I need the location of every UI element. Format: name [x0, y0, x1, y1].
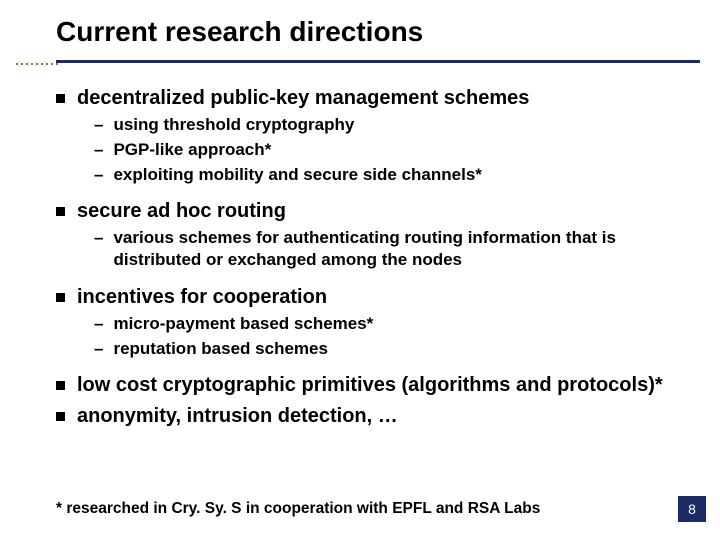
bullet-lvl1: incentives for cooperation [56, 285, 690, 310]
bullet-text: low cost cryptographic primitives (algor… [77, 373, 690, 398]
page-number-box: 8 [678, 496, 706, 522]
dash-icon: – [94, 164, 103, 186]
square-bullet-icon [56, 412, 65, 421]
bullet-lvl1: low cost cryptographic primitives (algor… [56, 373, 690, 398]
bullet-lvl1: anonymity, intrusion detection, … [56, 404, 690, 429]
bullet-lvl2: – micro-payment based schemes* [94, 313, 690, 335]
content-area: decentralized public-key management sche… [56, 80, 690, 429]
bullet-text: micro-payment based schemes* [113, 313, 690, 335]
bullet-lvl1: decentralized public-key management sche… [56, 86, 690, 111]
page-number: 8 [688, 501, 696, 517]
square-bullet-icon [56, 207, 65, 216]
dash-icon: – [94, 313, 103, 335]
dash-icon: – [94, 227, 103, 249]
bullet-text: reputation based schemes [113, 338, 690, 360]
square-bullet-icon [56, 94, 65, 103]
slide-title: Current research directions [56, 16, 423, 48]
bullet-text: various schemes for authenticating routi… [113, 227, 690, 271]
dash-icon: – [94, 338, 103, 360]
bullet-text: anonymity, intrusion detection, … [77, 404, 690, 429]
bullet-lvl2: – reputation based schemes [94, 338, 690, 360]
bullet-text: PGP-like approach* [113, 139, 690, 161]
bullet-lvl2: – using threshold cryptography [94, 114, 690, 136]
bullet-lvl1: secure ad hoc routing [56, 199, 690, 224]
bullet-lvl2: – various schemes for authenticating rou… [94, 227, 690, 271]
bullet-text: exploiting mobility and secure side chan… [113, 164, 690, 186]
dash-icon: – [94, 114, 103, 136]
bullet-text: using threshold cryptography [113, 114, 690, 136]
bullet-text: incentives for cooperation [77, 285, 690, 310]
square-bullet-icon [56, 381, 65, 390]
bullet-text: secure ad hoc routing [77, 199, 690, 224]
slide: Current research directions decentralize… [0, 0, 720, 540]
decorative-dots [16, 63, 58, 65]
title-underline [56, 60, 700, 63]
bullet-text: decentralized public-key management sche… [77, 86, 690, 111]
bullet-lvl2: – exploiting mobility and secure side ch… [94, 164, 690, 186]
bullet-lvl2: – PGP-like approach* [94, 139, 690, 161]
dash-icon: – [94, 139, 103, 161]
footnote: * researched in Cry. Sy. S in cooperatio… [56, 500, 540, 518]
square-bullet-icon [56, 293, 65, 302]
